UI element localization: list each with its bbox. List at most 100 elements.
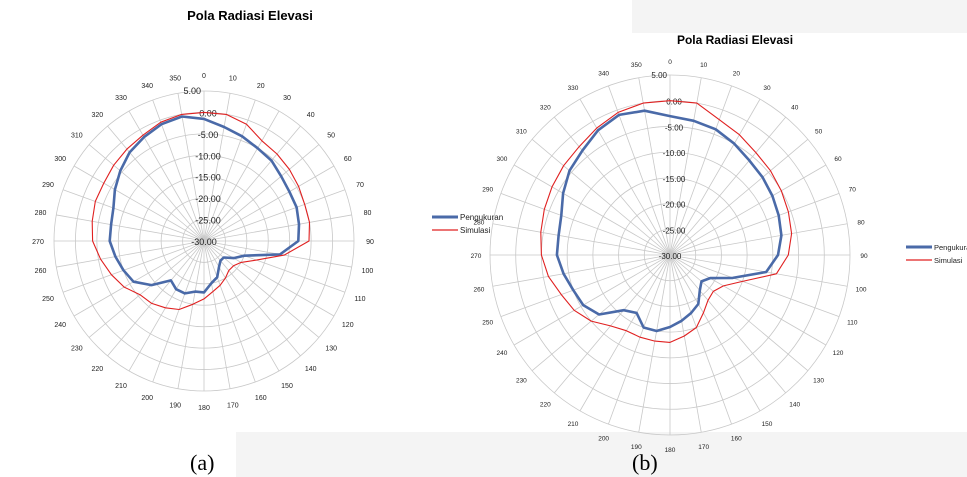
angle-tick-label: 220 [91,366,103,373]
angle-tick-label: 30 [763,85,771,92]
grid-spoke [128,110,205,242]
grid-spoke [669,254,840,317]
grid-spoke [513,164,671,256]
angle-tick-label: 230 [516,378,527,385]
angle-tick-label: 300 [497,156,508,163]
grid-spoke [669,254,732,425]
angle-tick-label: 340 [141,83,153,90]
angle-tick-label: 320 [91,112,103,119]
grid-spoke [669,116,787,256]
angle-tick-label: 170 [698,444,709,451]
angle-tick-label: 20 [733,71,741,78]
grid-spoke [203,99,256,242]
grid-spoke [73,240,205,317]
grid-spoke [669,254,787,394]
grid-spoke [203,110,280,242]
grid-spoke [669,85,732,256]
background-band-top-right [632,0,967,33]
radial-tick-label: 0.00 [199,108,217,118]
angle-tick-label: 300 [54,156,66,163]
angle-tick-label: 280 [35,210,47,217]
legend-label-simulasi: Simulasi [934,256,963,265]
radial-tick-label: -25.00 [663,226,686,235]
grid-spoke [203,240,335,317]
angle-tick-label: 130 [325,346,337,353]
angle-tick-label: 110 [847,319,858,326]
radial-tick-label: -10.00 [195,151,221,161]
grid-spoke [203,189,346,242]
grid-spoke [553,254,671,394]
grid-spoke [608,254,671,425]
grid-spoke [203,240,256,383]
angle-tick-label: 270 [32,239,44,246]
grid-spoke [669,223,848,256]
grid-spoke [56,214,205,242]
angle-tick-label: 160 [731,435,742,442]
angle-tick-label: 120 [833,350,844,357]
grid-spoke [669,254,761,412]
grid-spoke [107,125,205,242]
angle-tick-label: 110 [354,296,365,303]
caption-b: (b) [632,450,658,475]
angle-tick-label: 190 [169,402,181,409]
angle-tick-label: 280 [474,219,485,226]
grid-spoke [177,240,205,389]
grid-spoke [152,240,205,383]
angle-tick-label: 250 [482,319,493,326]
grid-spoke [203,93,231,242]
angle-tick-label: 10 [700,62,708,69]
grid-spoke [73,165,205,242]
angle-tick-label: 100 [856,287,867,294]
grid-spoke [203,165,335,242]
caption-a: (a) [190,450,215,475]
angle-tick-label: 290 [482,187,493,194]
angle-tick-label: 120 [342,322,354,329]
angle-tick-label: 70 [849,187,857,194]
grid-spoke [203,240,231,389]
grid-spoke [88,144,205,242]
grid-spoke [203,240,346,293]
radial-tick-label: -15.00 [663,175,686,184]
angle-tick-label: 330 [568,85,579,92]
angle-tick-label: 90 [860,253,868,260]
radial-tick-label: 0.00 [666,98,682,107]
angle-tick-label: 350 [169,76,181,83]
angle-tick-label: 290 [42,182,54,189]
angle-tick-label: 190 [631,444,642,451]
polar-chart-b: 0 10 20 30 40 50 60 70 80 90 100 110 120 130 140 150 160… [471,33,967,454]
angle-tick-label: 50 [327,132,335,139]
angle-tick-label: 200 [141,395,153,402]
grid-spoke [531,138,671,256]
angle-tick-label: 130 [813,378,824,385]
grid-spoke [203,240,280,372]
angle-tick-label: 60 [834,156,842,163]
series-line-pengukuran [108,115,301,295]
angle-tick-label: 140 [789,402,800,409]
angle-tick-label: 0 [202,73,206,80]
radial-tick-label: -15.00 [195,173,221,183]
grid-spoke [500,193,671,256]
angle-tick-label: 260 [35,268,47,275]
angle-tick-label: 230 [71,346,83,353]
grid-spoke [62,240,205,293]
grid-spoke [669,254,848,287]
radial-tick-label: -20.00 [195,194,221,204]
radial-tick-label: -5.00 [665,123,684,132]
angle-tick-label: 70 [356,182,364,189]
grid-spoke [62,189,205,242]
angle-tick-label: 80 [857,219,865,226]
angle-tick-label: 150 [281,383,293,390]
angle-tick-label: 180 [665,447,676,454]
radial-tick-label: -25.00 [195,216,221,226]
radial-tick-label: -30.00 [659,252,682,261]
background-band-bottom [236,432,967,477]
angle-tick-label: 60 [344,156,352,163]
grid-spoke [107,240,205,357]
angle-tick-label: 220 [540,402,551,409]
grid-spoke [203,144,320,242]
angle-tick-label: 0 [668,59,672,66]
angle-tick-label: 270 [471,253,482,260]
radial-tick-label: 5.00 [651,71,667,80]
angle-tick-label: 140 [305,366,317,373]
